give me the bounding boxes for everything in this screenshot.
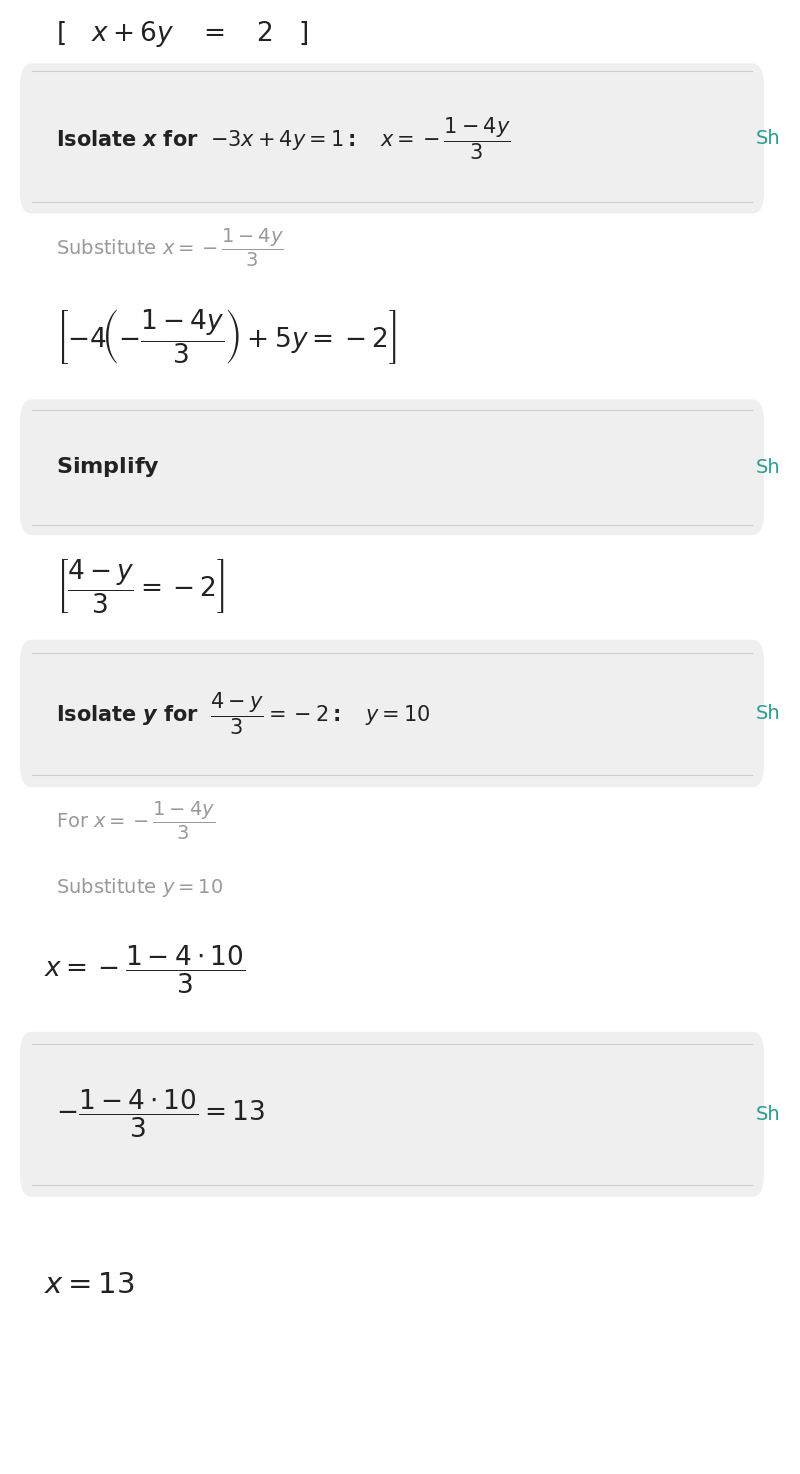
Text: $x = 13$: $x = 13$: [44, 1272, 134, 1299]
Text: $\mathbf{Isolate}\ \boldsymbol{x}\ \mathbf{for}\ \ {-3x+4y=1}\mathbf{:}$$\quad x: $\mathbf{Isolate}\ \boldsymbol{x}\ \math…: [56, 115, 510, 162]
Text: $\left[-4\!\left(-\dfrac{1-4y}{3}\right)+5y=-2\right]$: $\left[-4\!\left(-\dfrac{1-4y}{3}\right)…: [56, 307, 396, 366]
Text: Sh: Sh: [756, 705, 781, 722]
Text: $\mathbf{Isolate}\ \boldsymbol{y}\ \mathbf{for}\ \ \dfrac{4-y}{3}=-2\mathbf{:}\q: $\mathbf{Isolate}\ \boldsymbol{y}\ \math…: [56, 690, 430, 737]
Text: $x = -\dfrac{1-4\cdot 10}{3}$: $x = -\dfrac{1-4\cdot 10}{3}$: [44, 943, 246, 996]
FancyBboxPatch shape: [20, 1032, 764, 1197]
Text: For $x = -\dfrac{1-4y}{3}$: For $x = -\dfrac{1-4y}{3}$: [56, 800, 215, 842]
Text: Sh: Sh: [756, 130, 781, 147]
Text: $\left[\dfrac{4-y}{3}=-2\right]$: $\left[\dfrac{4-y}{3}=-2\right]$: [56, 557, 225, 616]
FancyBboxPatch shape: [20, 399, 764, 535]
Text: $\left[\quad x+6y\quad=\quad 2\quad\right]$: $\left[\quad x+6y\quad=\quad 2\quad\righ…: [56, 19, 309, 49]
Text: Sh: Sh: [756, 458, 781, 476]
FancyBboxPatch shape: [20, 640, 764, 787]
Text: Substitute $y = 10$: Substitute $y = 10$: [56, 876, 223, 899]
Text: Sh: Sh: [756, 1106, 781, 1123]
Text: $\mathbf{Simplify}$: $\mathbf{Simplify}$: [56, 455, 160, 479]
FancyBboxPatch shape: [20, 63, 764, 214]
Text: $-\dfrac{1-4\cdot 10}{3}=13$: $-\dfrac{1-4\cdot 10}{3}=13$: [56, 1088, 266, 1141]
Text: Substitute $x = -\dfrac{1-4y}{3}$: Substitute $x = -\dfrac{1-4y}{3}$: [56, 227, 284, 268]
